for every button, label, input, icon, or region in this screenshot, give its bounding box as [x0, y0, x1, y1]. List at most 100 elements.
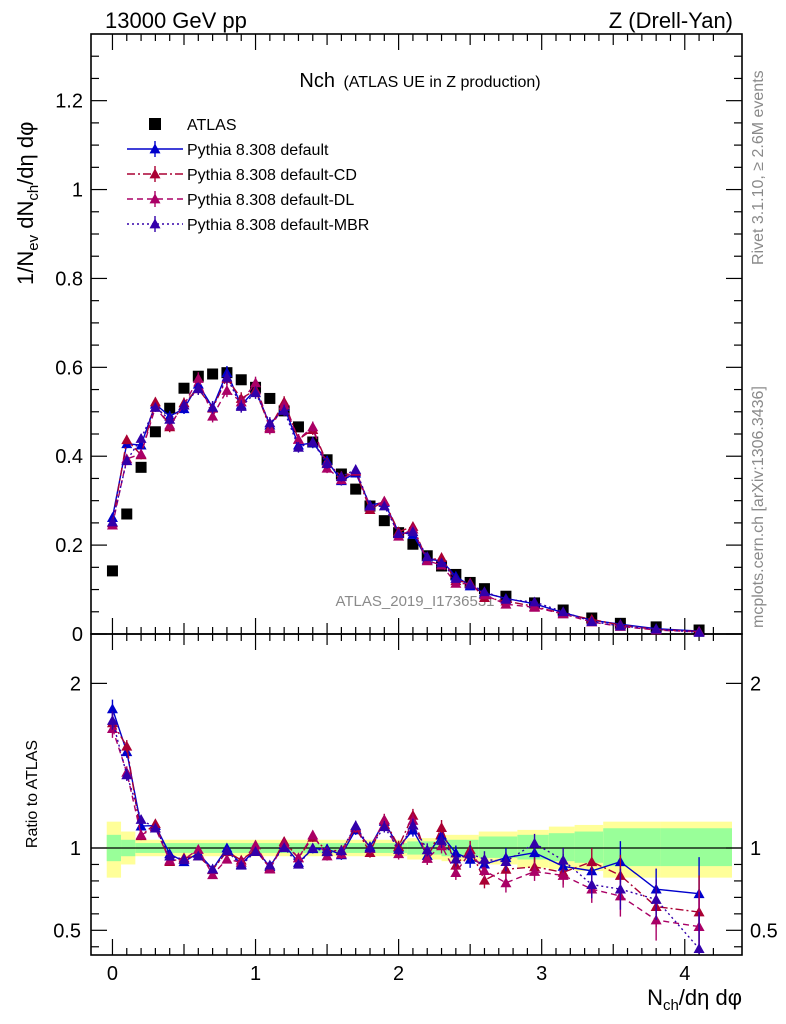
- y-tick-label: 0.4: [55, 446, 83, 468]
- mc-point: [500, 593, 512, 604]
- ratio-point: [500, 856, 512, 866]
- mc-point: [557, 606, 569, 617]
- atlas-data-point: [149, 426, 161, 438]
- atlas-data-point: [106, 565, 118, 577]
- ratio-point: [421, 852, 433, 863]
- ratio-tick-label-right: 0.5: [750, 920, 778, 942]
- ratio-point: [529, 866, 541, 876]
- ratio-point: [192, 850, 204, 861]
- series-line: [111, 375, 700, 634]
- ratio-point: [307, 842, 319, 853]
- atlas-data-point: [264, 392, 276, 404]
- ratio-point: [221, 845, 233, 856]
- ratio-point: [335, 845, 347, 856]
- x-tick-label: 1: [250, 963, 261, 985]
- mc-point: [192, 372, 204, 383]
- atlas-data-point: [164, 402, 176, 414]
- mc-point: [292, 433, 304, 444]
- ratio-point: [378, 821, 390, 832]
- ratio-point: [614, 883, 626, 894]
- ratio-point: [436, 834, 448, 845]
- mc-point: [178, 399, 190, 410]
- mc-point: [149, 396, 161, 407]
- mc-point: [450, 572, 462, 583]
- ratio-point: [135, 813, 147, 824]
- legend-label: Pythia 8.308 default-MBR: [187, 217, 369, 234]
- mc-point: [529, 596, 541, 607]
- ratio-point: [529, 837, 541, 848]
- x-tick-label: 4: [679, 963, 690, 985]
- ratio-point: [557, 869, 569, 880]
- mc-point: [278, 399, 290, 410]
- ratio-point: [278, 842, 290, 853]
- mc-point: [407, 526, 419, 537]
- series-line: [111, 377, 700, 633]
- ratio-point: [350, 820, 362, 831]
- y-tick-labels: 0 0.2 0.4 0.6 0.8 1 1.2: [55, 91, 83, 646]
- header-left: 13000 GeV pp: [105, 8, 247, 33]
- ratio-point: [321, 846, 333, 857]
- atlas-data-point: [378, 515, 390, 527]
- ratio-point: [393, 843, 405, 854]
- mc-point: [307, 421, 319, 432]
- atlas-data-point: [407, 538, 419, 550]
- ratio-point: [421, 844, 433, 855]
- mc-point: [106, 516, 118, 527]
- ratio-point: [121, 740, 133, 751]
- main-series-layer: [106, 366, 705, 637]
- ratio-point: [250, 839, 262, 850]
- x-tick-labels: 0 1 2 3 4: [107, 963, 690, 985]
- analysis-watermark: ATLAS_2019_I1736531: [335, 593, 494, 610]
- y-tick-label: 1.2: [55, 91, 83, 113]
- ratio-tick-label-right: 1: [750, 838, 761, 860]
- ratio-point: [135, 829, 147, 840]
- ratio-point: [235, 859, 247, 870]
- mc-point: [614, 620, 626, 631]
- ratio-point: [436, 822, 448, 832]
- ratio-point: [557, 854, 569, 865]
- ratio-point: [693, 943, 705, 953]
- atlas-data-point: [350, 483, 362, 495]
- mc-point: [250, 387, 262, 398]
- ratio-point: [478, 874, 490, 885]
- mc-point: [464, 578, 476, 589]
- mc-point: [586, 616, 598, 626]
- mc-point: [235, 400, 247, 411]
- ratio-axis-title: Ratio to ATLAS: [24, 740, 41, 848]
- mc-point: [135, 432, 147, 443]
- y-axis-title: 1/Nev dNch/dη dφ: [13, 122, 42, 285]
- mc-point: [121, 455, 133, 466]
- mc-point: [121, 434, 133, 445]
- ratio-line: [111, 722, 700, 913]
- series-4: [106, 370, 705, 637]
- mc-point: [307, 436, 319, 447]
- ratio-point: [221, 853, 233, 864]
- legend-marker: [149, 218, 161, 229]
- x-tick-label: 0: [107, 963, 118, 985]
- ratio-point: [378, 814, 390, 825]
- ratio-point: [450, 867, 462, 877]
- legend: ATLAS Pythia 8.308 default Pythia 8.308 de…: [127, 117, 369, 234]
- atlas-data-point: [135, 461, 147, 473]
- rivet-version-text: Rivet 3.1.10, ≥ 2.6M events: [750, 70, 767, 265]
- band-inner-9: [603, 828, 661, 867]
- ratio-point: [149, 822, 161, 833]
- ratio-tick-label-left: 1: [70, 838, 81, 860]
- mc-point: [335, 471, 347, 482]
- legend-label: Pythia 8.308 default: [187, 142, 329, 159]
- ratio-point: [450, 853, 462, 864]
- ratio-point: [207, 863, 219, 874]
- mc-point: [250, 377, 262, 388]
- ratio-point: [121, 769, 133, 780]
- mc-point: [436, 557, 448, 568]
- mc-point: [135, 448, 147, 459]
- mc-point: [436, 552, 448, 562]
- atlas-data-point: [235, 374, 247, 386]
- series-line: [111, 376, 700, 633]
- ratio-point: [364, 842, 376, 853]
- ratio-line: [111, 728, 700, 928]
- ratio-point: [135, 820, 147, 831]
- plot-title: Nch (ATLAS UE in Z production): [299, 70, 540, 92]
- band-inner-8: [574, 831, 604, 863]
